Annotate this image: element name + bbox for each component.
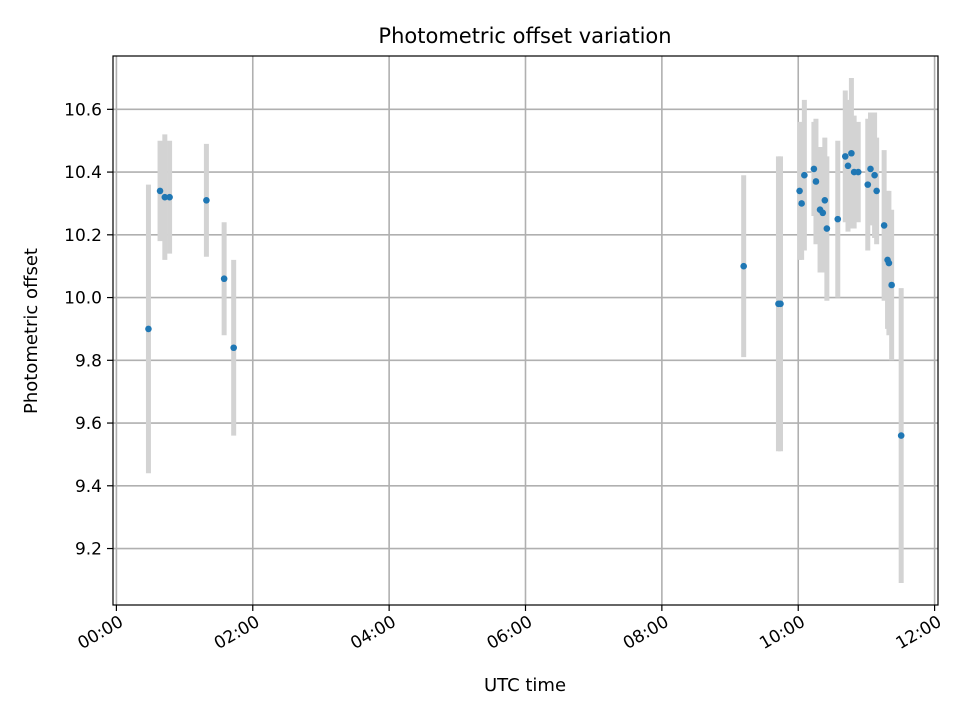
- data-point: [161, 193, 169, 201]
- data-point: [854, 168, 862, 176]
- data-point: [819, 209, 827, 217]
- y-tick-label: 10.0: [64, 289, 102, 309]
- data-point: [230, 344, 237, 352]
- data-point: [798, 200, 805, 207]
- y-tick-label: 10.4: [64, 163, 102, 183]
- data-points: [145, 149, 905, 439]
- y-tick-label: 10.2: [64, 226, 102, 246]
- data-point: [821, 197, 829, 204]
- data-point: [740, 262, 747, 270]
- data-point: [867, 165, 874, 173]
- data-point: [220, 275, 228, 283]
- data-point: [848, 149, 855, 157]
- data-point: [203, 197, 210, 204]
- data-point: [810, 165, 818, 173]
- data-point: [885, 259, 893, 267]
- data-point: [777, 300, 784, 308]
- data-point: [844, 162, 852, 170]
- data-point: [864, 181, 872, 188]
- data-point: [823, 225, 831, 232]
- data-point: [873, 187, 880, 195]
- data-point: [812, 178, 820, 185]
- y-tick-label: 9.6: [75, 414, 102, 434]
- data-point: [834, 215, 842, 223]
- y-tick-label: 9.4: [75, 477, 102, 497]
- x-axis-title: UTC time: [484, 675, 566, 696]
- data-point: [888, 281, 895, 289]
- y-tick-label: 9.2: [75, 540, 102, 560]
- data-point: [156, 187, 164, 195]
- data-point: [801, 171, 808, 179]
- data-point: [880, 222, 888, 229]
- data-point: [796, 187, 803, 195]
- y-tick-label: 9.8: [75, 351, 102, 371]
- data-point: [166, 193, 173, 201]
- data-point: [145, 325, 152, 333]
- y-axis-title: Photometric offset: [21, 248, 42, 414]
- grid: [113, 56, 938, 605]
- y-axis-ticks: 9.2 9.4 9.6 9.8 10.0 10.2 10.4 10.6: [64, 100, 113, 560]
- data-point: [871, 171, 878, 179]
- y-tick-label: 10.6: [64, 100, 102, 120]
- chart-title: Photometric offset variation: [378, 24, 671, 48]
- data-point: [897, 432, 905, 439]
- data-point: [841, 153, 849, 160]
